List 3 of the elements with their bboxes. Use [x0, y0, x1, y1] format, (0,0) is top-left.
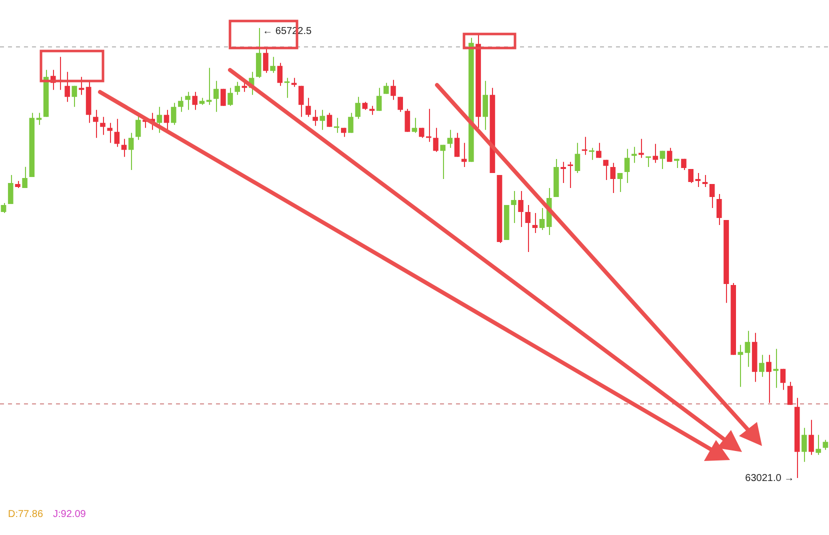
annotation: 63021.0 →: [745, 472, 794, 484]
text: D:77.86: [8, 509, 44, 520]
text: J:92.09: [53, 509, 86, 520]
